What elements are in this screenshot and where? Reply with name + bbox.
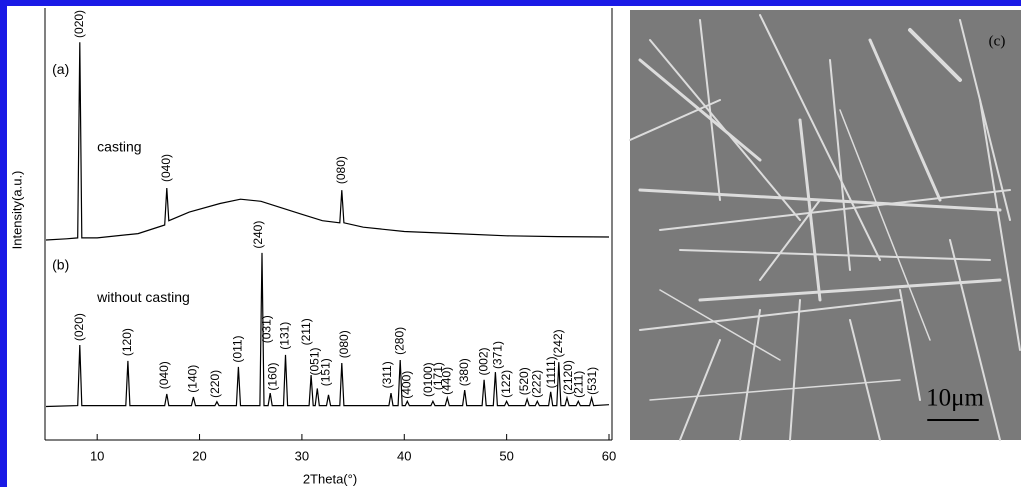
annotation: (b) [52, 257, 69, 273]
x-tick-label: 40 [397, 448, 411, 463]
x-axis-label: 2Theta(°) [303, 471, 357, 486]
annotation: without casting [96, 289, 190, 305]
peak-label: (011) [231, 335, 245, 362]
peak-label: (020) [72, 313, 86, 341]
x-tick-label: 60 [602, 448, 616, 463]
x-tick-label: 20 [192, 448, 206, 463]
peak-label: (002) [476, 347, 490, 375]
x-tick-label: 50 [499, 448, 513, 463]
border-top [0, 0, 1021, 6]
peak-label: (222) [530, 370, 544, 398]
scale-bar-label: 10μm [926, 385, 984, 412]
panel-label: (c) [989, 33, 1006, 49]
peak-label: (220) [208, 370, 222, 398]
peak-label: (080) [334, 156, 348, 184]
peak-label: (031) [259, 315, 273, 343]
peak-label: (080) [337, 330, 351, 358]
peak-label: (040) [157, 361, 171, 389]
peak-label: (140) [186, 365, 200, 393]
peak-label: (1111) [544, 356, 558, 388]
peak-label: (311) [380, 361, 394, 388]
peak-label: (400) [400, 371, 414, 399]
peak-label: (020) [72, 10, 86, 38]
peak-label: (131) [278, 322, 292, 350]
peak-label: (151) [319, 358, 333, 386]
peak-label: (242) [551, 329, 565, 357]
figure: (c) 10μm 2Theta(°) Intensity(a.u.) 10 20 3… [0, 0, 1021, 487]
peak-label: (380) [457, 358, 471, 386]
annotation: casting [97, 138, 141, 154]
x-tick-label: 10 [90, 448, 104, 463]
sem-image [630, 10, 1021, 440]
y-axis-label: Intensity(a.u.) [9, 171, 24, 250]
x-tick-label: 30 [295, 448, 309, 463]
peak-label: (122) [499, 370, 513, 398]
peak-label: (280) [392, 327, 406, 355]
peak-label: (371) [491, 341, 505, 369]
peak-label: (211) [571, 371, 585, 398]
peak-label: (040) [159, 154, 173, 182]
peak-label: (211) [299, 318, 313, 345]
peak-label: (531) [585, 367, 599, 395]
peak-label: (240) [251, 221, 265, 249]
annotation: (a) [52, 61, 69, 77]
border-left [0, 0, 7, 487]
peak-label: (160) [265, 363, 279, 391]
peak-label: (440) [439, 367, 453, 395]
peak-label: (120) [120, 328, 134, 356]
